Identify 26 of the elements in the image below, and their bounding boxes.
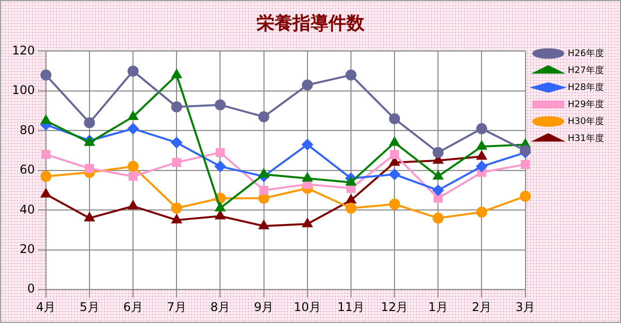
legend-label: H30年度: [568, 116, 604, 127]
y-tick-label: 100: [12, 83, 35, 98]
x-tick-label: 2月: [472, 300, 492, 314]
y-tick-label: 0: [27, 282, 35, 296]
legend-label: H26年度: [568, 48, 604, 59]
y-tick-label: 20: [20, 242, 35, 256]
x-tick-label: 4月: [36, 300, 56, 314]
x-tick-label: 10月: [294, 300, 322, 314]
y-tick-label: 40: [20, 202, 35, 216]
x-tick-label: 7月: [166, 300, 186, 314]
x-tick-label: 9月: [254, 300, 274, 314]
x-tick-label: 1月: [428, 300, 448, 314]
x-tick-label: 8月: [210, 300, 230, 314]
y-tick-label: 120: [12, 43, 35, 58]
chart-title: 栄養指導件数: [256, 12, 366, 35]
legend-label: H31年度: [568, 132, 604, 144]
legend-label: H28年度: [568, 82, 604, 93]
y-tick-label: 60: [20, 162, 35, 177]
x-tick-label: 6月: [123, 300, 143, 314]
x-tick-label: 3月: [515, 300, 536, 314]
x-tick-label: 12月: [380, 300, 408, 314]
legend-label: H27年度: [568, 64, 604, 76]
y-tick-label: 80: [20, 122, 35, 137]
legend-label: H29年度: [568, 98, 604, 110]
x-tick-label: 5月: [80, 300, 100, 314]
x-tick-label: 11月: [337, 300, 365, 314]
